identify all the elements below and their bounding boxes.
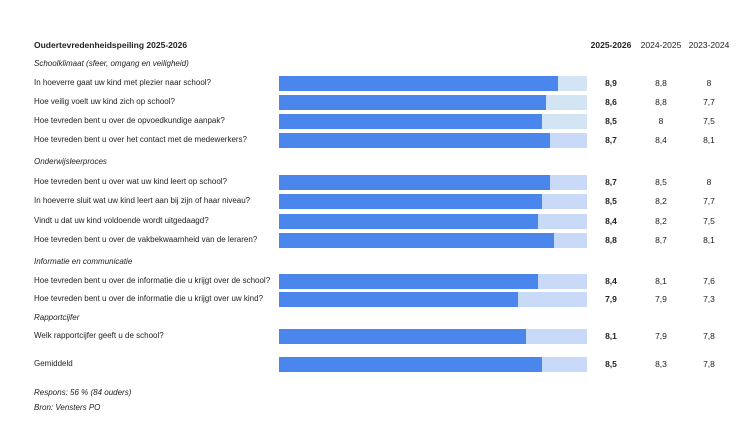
value-cell-2023-2024: 7,7 xyxy=(703,196,715,206)
bar-track xyxy=(279,175,587,190)
bar-track xyxy=(279,194,587,209)
column-header-2023-2024: 2023-2024 xyxy=(688,40,730,50)
bar-fill xyxy=(279,274,539,289)
question-label: Hoe tevreden bent u over wat uw kind lee… xyxy=(34,177,228,186)
value-cell-2024-2025: 8,3 xyxy=(655,359,667,369)
value-cell-2025-2026: 8,7 xyxy=(605,177,617,187)
chart-title: Oudertevredenheidspeiling 2025-2026 xyxy=(34,40,188,50)
bar-track xyxy=(279,233,587,248)
bar-track xyxy=(279,357,587,372)
value-cell-2023-2024: 8 xyxy=(706,177,712,187)
bar-fill xyxy=(279,357,543,372)
value-cell-2023-2024: 7,3 xyxy=(703,294,715,304)
value-cell-2025-2026: 8,5 xyxy=(605,359,617,369)
bar-fill xyxy=(279,76,559,91)
bar-fill xyxy=(279,133,551,148)
question-label: Gemiddeld xyxy=(34,359,73,368)
question-label: Hoe veilig voelt uw kind zich op school? xyxy=(34,97,175,106)
question-label: Welk rapportcijfer geeft u de school? xyxy=(34,331,164,340)
question-label: Hoe tevreden bent u over de informatie d… xyxy=(34,276,271,285)
value-cell-2023-2024: 8 xyxy=(706,78,712,88)
column-header-2025-2026: 2025-2026 xyxy=(590,40,632,50)
value-cell-2024-2025: 8,5 xyxy=(655,177,667,187)
value-cell-2025-2026: 8,8 xyxy=(605,235,617,245)
footer-bron: Bron: Vensters PO xyxy=(34,403,101,412)
bar-track xyxy=(279,274,587,289)
section-label: Informatie en communicatie xyxy=(34,257,133,266)
bar-fill xyxy=(279,329,527,344)
value-cell-2025-2026: 8,1 xyxy=(605,331,617,341)
bar-track xyxy=(279,114,587,129)
value-cell-2025-2026: 7,9 xyxy=(605,294,617,304)
value-cell-2025-2026: 8,4 xyxy=(605,216,617,226)
value-cell-2025-2026: 8,7 xyxy=(605,135,617,145)
bar-track xyxy=(279,76,587,91)
bar-track xyxy=(279,292,587,307)
bar-fill xyxy=(279,114,543,129)
value-cell-2024-2025: 8,2 xyxy=(655,196,667,206)
bar-fill xyxy=(279,95,547,110)
value-cell-2025-2026: 8,5 xyxy=(605,196,617,206)
bar-fill xyxy=(279,233,555,248)
question-label: In hoeverre gaat uw kind met plezier naa… xyxy=(34,78,211,87)
value-cell-2024-2025: 8,8 xyxy=(655,78,667,88)
question-label: Vindt u dat uw kind voldoende wordt uitg… xyxy=(34,216,209,225)
section-label: Onderwijsleerproces xyxy=(34,157,107,166)
footer-respons: Respons: 56 % (84 ouders) xyxy=(34,388,132,397)
bar-fill xyxy=(279,214,539,229)
value-cell-2024-2025: 7,9 xyxy=(655,294,667,304)
section-label: Schoolklimaat (sfeer, omgang en veilighe… xyxy=(34,59,189,68)
value-cell-2025-2026: 8,4 xyxy=(605,276,617,286)
bar-track xyxy=(279,95,587,110)
column-header-2024-2025: 2024-2025 xyxy=(640,40,682,50)
value-cell-2023-2024: 7,8 xyxy=(703,331,715,341)
section-label: Rapportcijfer xyxy=(34,313,80,322)
value-cell-2025-2026: 8,9 xyxy=(605,78,617,88)
question-label: Hoe tevreden bent u over de opvoedkundig… xyxy=(34,116,225,125)
value-cell-2024-2025: 7,9 xyxy=(655,331,667,341)
value-cell-2024-2025: 8 xyxy=(658,116,664,126)
bar-track xyxy=(279,214,587,229)
value-cell-2023-2024: 7,5 xyxy=(703,216,715,226)
value-cell-2024-2025: 8,1 xyxy=(655,276,667,286)
question-label: Hoe tevreden bent u over de vakbekwaamhe… xyxy=(34,235,258,244)
bar-fill xyxy=(279,292,519,307)
bar-fill xyxy=(279,194,543,209)
bar-fill xyxy=(279,175,551,190)
value-cell-2025-2026: 8,6 xyxy=(605,97,617,107)
value-cell-2024-2025: 8,4 xyxy=(655,135,667,145)
bar-track xyxy=(279,133,587,148)
value-cell-2023-2024: 8,1 xyxy=(703,235,715,245)
value-cell-2024-2025: 8,8 xyxy=(655,97,667,107)
question-label: In hoeverre sluit wat uw kind leert aan … xyxy=(34,196,251,205)
question-label: Hoe tevreden bent u over de informatie d… xyxy=(34,294,264,303)
value-cell-2023-2024: 7,6 xyxy=(703,276,715,286)
value-cell-2023-2024: 7,5 xyxy=(703,116,715,126)
value-cell-2023-2024: 7,7 xyxy=(703,97,715,107)
value-cell-2023-2024: 7,8 xyxy=(703,359,715,369)
value-cell-2023-2024: 8,1 xyxy=(703,135,715,145)
value-cell-2025-2026: 8,5 xyxy=(605,116,617,126)
value-cell-2024-2025: 8,2 xyxy=(655,216,667,226)
value-cell-2024-2025: 8,7 xyxy=(655,235,667,245)
bar-track xyxy=(279,329,587,344)
question-label: Hoe tevreden bent u over het contact met… xyxy=(34,135,248,144)
